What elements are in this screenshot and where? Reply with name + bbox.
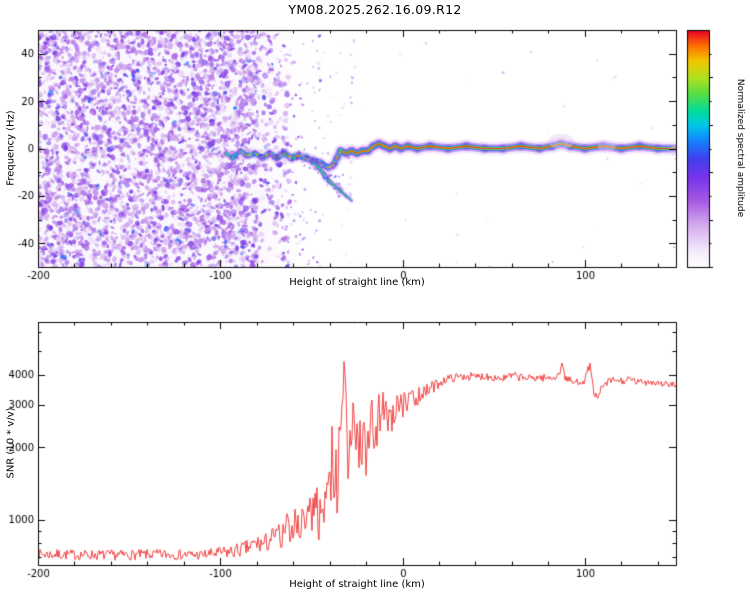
snr-axis-label: SNR (10 * v/v) [5,407,17,479]
snr-canvas [0,300,750,600]
colorbar-label: Normalized spectral amplitude [735,78,745,218]
frequency-axis-label: Frequency (Hz) [5,110,17,186]
height-axis-label-bottom: Height of straight line (km) [289,579,425,590]
height-axis-label-top: Height of straight line (km) [289,277,425,288]
spectrogram-canvas [0,0,750,300]
